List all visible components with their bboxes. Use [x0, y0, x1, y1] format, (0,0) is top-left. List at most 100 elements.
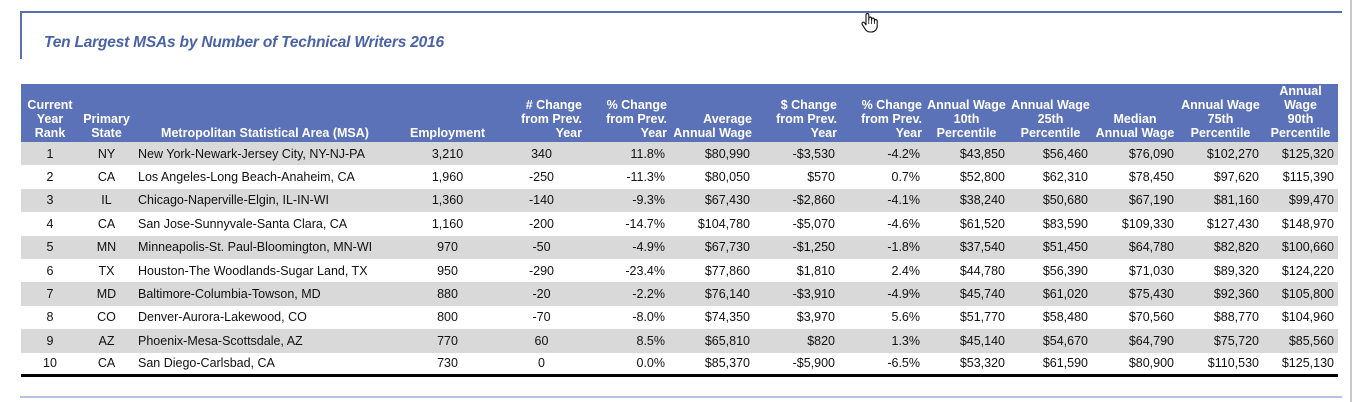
table-body: 1 NY New York-Newark-Jersey City, NY-NJ-PA…	[21, 142, 1338, 378]
cell-pct-change: 0.0%	[584, 352, 669, 378]
cell-p90: $105,800	[1263, 282, 1338, 306]
column-header-state: Primary State	[79, 84, 134, 142]
column-header-p75: Annual Wage 75th Percentile	[1178, 84, 1263, 142]
cell-rank: 6	[21, 258, 79, 283]
cell-pct-change: -23.4%	[584, 258, 669, 283]
cell-usd-change: $820	[754, 329, 839, 353]
column-header-median: Median Annual Wage	[1092, 84, 1178, 142]
cell-employment: 1,960	[396, 165, 499, 189]
cell-pct-change-wage: -1.8%	[839, 235, 924, 259]
cell-msa: Baltimore-Columbia-Towson, MD	[134, 282, 396, 306]
cell-p25: $56,390	[1009, 258, 1092, 283]
cell-avg-wage: $65,810	[669, 329, 754, 353]
cell-p25: $51,450	[1009, 235, 1092, 259]
cell-usd-change: $570	[754, 165, 839, 189]
table-row: 3 IL Chicago-Naperville-Elgin, IL-IN-WI 1,3…	[21, 188, 1338, 213]
cell-p75: $110,530	[1178, 352, 1263, 378]
cell-num-change: 0	[499, 352, 584, 378]
cell-msa: Houston-The Woodlands-Sugar Land, TX	[134, 258, 396, 283]
cell-p90: $85,560	[1263, 329, 1338, 353]
cell-p90: $124,220	[1263, 258, 1338, 283]
table-row: 6 TX Houston-The Woodlands-Sugar Land, TX 9…	[21, 258, 1338, 283]
cell-p90: $99,470	[1263, 188, 1338, 213]
table-row: 7 MD Baltimore-Columbia-Towson, MD 880 -20 -2…	[21, 282, 1338, 306]
cell-p10: $61,520	[924, 212, 1009, 236]
cell-avg-wage: $67,430	[669, 188, 754, 213]
cell-p25: $61,020	[1009, 282, 1092, 306]
cell-employment: 1,360	[396, 188, 499, 213]
cell-usd-change: -$5,900	[754, 352, 839, 378]
table-row: 9 AZ Phoenix-Mesa-Scottsdale, AZ 770 60 8.5% $…	[21, 329, 1338, 353]
cell-pct-change-wage: 1.3%	[839, 329, 924, 353]
frame-bottom-border	[20, 396, 1342, 398]
cell-p25: $61,590	[1009, 352, 1092, 378]
cell-usd-change: -$3,530	[754, 142, 839, 166]
cell-state: CA	[79, 352, 134, 378]
cell-p90: $115,390	[1263, 165, 1338, 189]
cell-employment: 880	[396, 282, 499, 306]
cell-employment: 800	[396, 305, 499, 330]
msa-table: Current Year Rank Primary State Metropolitan …	[21, 84, 1338, 378]
cell-avg-wage: $74,350	[669, 305, 754, 330]
cell-p10: $38,240	[924, 188, 1009, 213]
cell-state: CA	[79, 165, 134, 189]
cell-p25: $58,480	[1009, 305, 1092, 330]
cell-p10: $51,770	[924, 305, 1009, 330]
cell-median: $76,090	[1092, 142, 1178, 166]
column-header-p25: Annual Wage 25th Percentile	[1009, 84, 1092, 142]
cell-p25: $56,460	[1009, 142, 1092, 166]
cell-employment: 1,160	[396, 212, 499, 236]
cell-rank: 10	[21, 352, 79, 378]
cell-num-change: -200	[499, 212, 584, 236]
cell-pct-change: -4.9%	[584, 235, 669, 259]
cell-p75: $88,770	[1178, 305, 1263, 330]
cell-median: $78,450	[1092, 165, 1178, 189]
column-header-rank: Current Year Rank	[21, 84, 79, 142]
cell-usd-change: -$2,860	[754, 188, 839, 213]
cell-p10: $45,740	[924, 282, 1009, 306]
cell-rank: 3	[21, 188, 79, 213]
cell-msa: San Jose-Sunnyvale-Santa Clara, CA	[134, 212, 396, 236]
cell-rank: 4	[21, 212, 79, 236]
frame-top-border	[20, 11, 1342, 13]
column-header-msa: Metropolitan Statistical Area (MSA)	[134, 84, 396, 142]
cell-p90: $125,130	[1263, 352, 1338, 378]
cell-rank: 2	[21, 165, 79, 189]
cell-num-change: -70	[499, 305, 584, 330]
cell-employment: 970	[396, 235, 499, 259]
cell-pct-change-wage: -6.5%	[839, 352, 924, 378]
cell-num-change: 340	[499, 142, 584, 166]
cell-msa: Phoenix-Mesa-Scottsdale, AZ	[134, 329, 396, 353]
cell-state: TX	[79, 258, 134, 283]
cell-num-change: -20	[499, 282, 584, 306]
cell-p75: $92,360	[1178, 282, 1263, 306]
cell-msa: Minneapolis-St. Paul-Bloomington, MN-WI	[134, 235, 396, 259]
column-header-employment: Employment	[396, 84, 499, 142]
frame-left-accent	[20, 11, 22, 59]
cell-state: AZ	[79, 329, 134, 353]
column-header-pct-change-wage: % Change from Prev. Year	[839, 84, 924, 142]
cell-state: MN	[79, 235, 134, 259]
cell-rank: 5	[21, 235, 79, 259]
cell-state: MD	[79, 282, 134, 306]
cell-p75: $127,430	[1178, 212, 1263, 236]
cell-usd-change: -$3,910	[754, 282, 839, 306]
cell-p90: $104,960	[1263, 305, 1338, 330]
cell-num-change: -250	[499, 165, 584, 189]
cell-p10: $52,800	[924, 165, 1009, 189]
cell-median: $64,790	[1092, 329, 1178, 353]
cell-usd-change: -$5,070	[754, 212, 839, 236]
cell-usd-change: -$1,250	[754, 235, 839, 259]
cell-p90: $125,320	[1263, 142, 1338, 166]
cell-median: $71,030	[1092, 258, 1178, 283]
cell-p90: $100,660	[1263, 235, 1338, 259]
cell-median: $70,560	[1092, 305, 1178, 330]
cell-pct-change-wage: -4.6%	[839, 212, 924, 236]
cell-pct-change: -11.3%	[584, 165, 669, 189]
cell-pct-change-wage: 2.4%	[839, 258, 924, 283]
cell-pct-change: 11.8%	[584, 142, 669, 166]
cell-usd-change: $1,810	[754, 258, 839, 283]
cell-avg-wage: $67,730	[669, 235, 754, 259]
table-row: 1 NY New York-Newark-Jersey City, NY-NJ-PA…	[21, 142, 1338, 166]
cell-usd-change: $3,970	[754, 305, 839, 330]
